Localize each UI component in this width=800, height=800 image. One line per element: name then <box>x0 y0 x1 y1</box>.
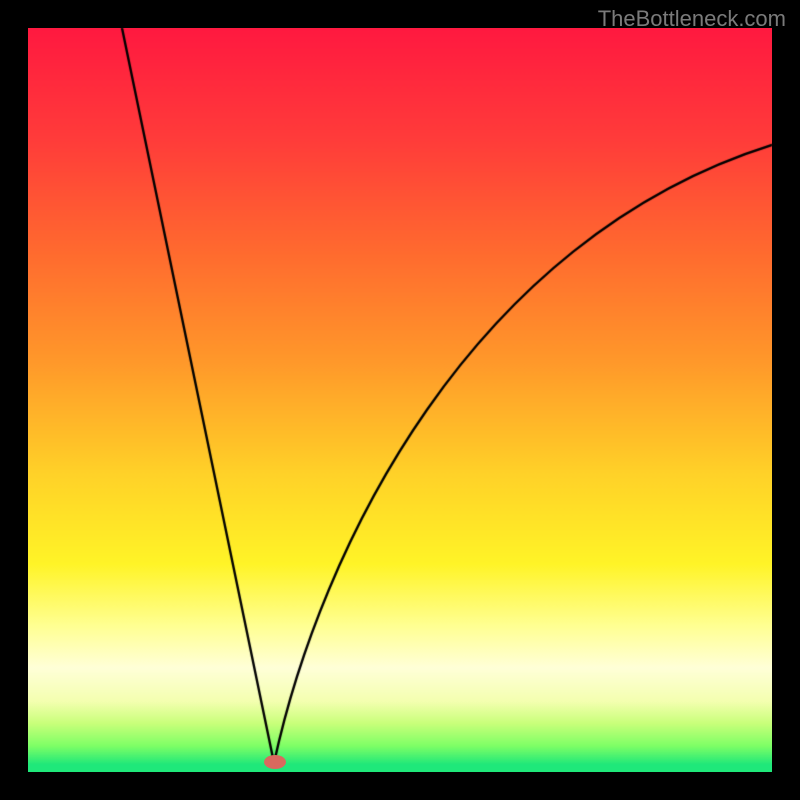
optimal-point-marker <box>264 755 286 769</box>
bottleneck-curve <box>0 0 800 800</box>
watermark-text: TheBottleneck.com <box>598 6 786 32</box>
